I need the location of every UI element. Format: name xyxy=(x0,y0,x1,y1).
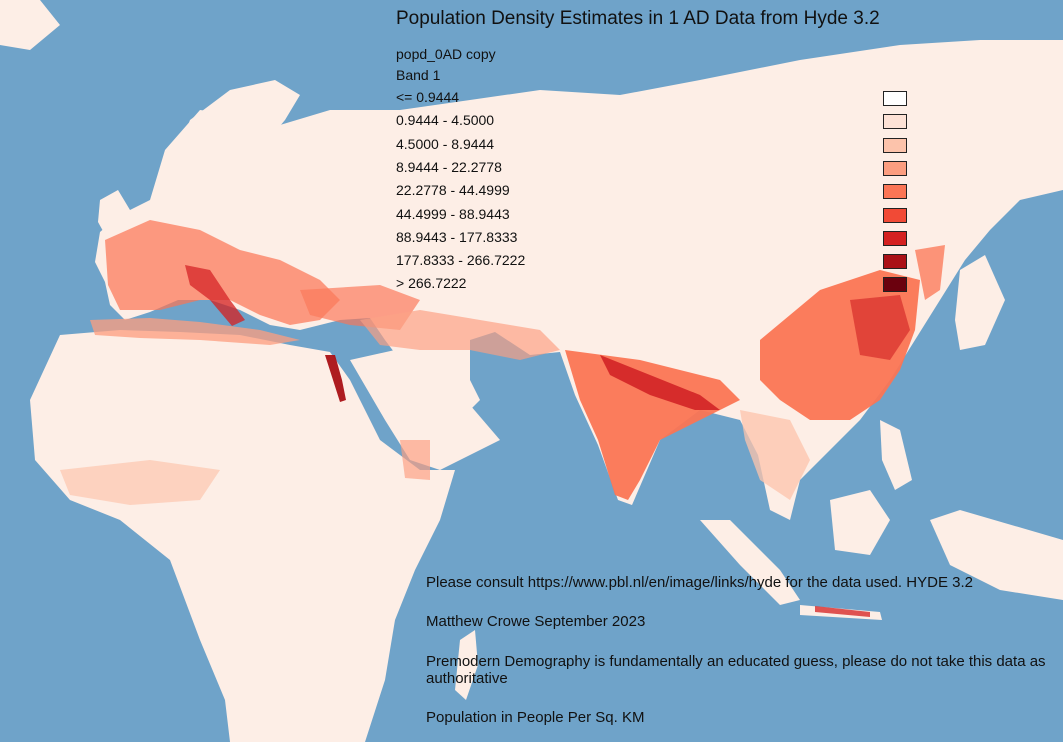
china-core xyxy=(850,295,910,360)
map-title: Population Density Estimates in 1 AD Dat… xyxy=(396,8,880,29)
legend-label: 177.8333 - 266.7222 xyxy=(396,252,526,269)
disclaimer-note: Premodern Demography is fundamentally an… xyxy=(426,653,1046,687)
legend-swatch xyxy=(883,91,907,106)
indian-subcontinent xyxy=(565,350,740,500)
java-density xyxy=(815,606,870,617)
legend-label: > 266.7222 xyxy=(396,275,467,292)
philippines xyxy=(880,420,912,490)
nile-valley xyxy=(325,355,346,402)
scandinavia xyxy=(175,80,300,205)
legend-swatch xyxy=(883,137,907,153)
borneo xyxy=(830,490,890,555)
arabia xyxy=(350,350,500,470)
legend-swatch xyxy=(883,114,907,130)
japan xyxy=(955,255,1005,350)
legend-swatch xyxy=(883,277,907,293)
korea-density xyxy=(915,245,945,300)
author-note: Matthew Crowe September 2023 xyxy=(426,613,646,630)
legend-label: 44.4999 - 88.9443 xyxy=(396,205,510,222)
band-label: Band 1 xyxy=(396,67,441,83)
greenland xyxy=(0,0,60,50)
mesopotamia-persia xyxy=(360,310,560,360)
legend-label: <= 0.9444 xyxy=(396,89,460,105)
europe-density xyxy=(105,220,340,325)
legend-label: 4.5000 - 8.9444 xyxy=(396,135,495,152)
legend-swatch xyxy=(883,207,907,223)
southeast-asia-density xyxy=(740,410,810,500)
mediterranean-north-africa xyxy=(90,318,300,345)
legend-label: 0.9444 - 4.5000 xyxy=(396,112,495,129)
west-africa-density xyxy=(60,460,220,505)
ganges-plain xyxy=(600,355,720,410)
madagascar xyxy=(455,630,478,700)
ethiopia-density xyxy=(400,440,430,480)
africa-landmass xyxy=(30,330,455,742)
sumatra xyxy=(700,520,800,605)
legend-swatch xyxy=(883,230,907,246)
british-isles xyxy=(98,190,130,240)
legend-swatch xyxy=(883,160,907,176)
density-overlays xyxy=(60,220,945,617)
source-note: Please consult https://www.pbl.nl/en/ima… xyxy=(426,574,973,591)
legend-swatch xyxy=(883,184,907,200)
legend-label: 22.2778 - 44.4999 xyxy=(396,182,510,199)
units-note: Population in People Per Sq. KM xyxy=(426,709,645,726)
sulawesi-newguinea xyxy=(930,510,1063,600)
legend-label: 8.9444 - 22.2778 xyxy=(396,158,502,175)
legend-swatch xyxy=(883,254,907,270)
legend-label: 88.9443 - 177.8333 xyxy=(396,228,518,245)
layer-name: popd_0AD copy xyxy=(396,46,496,62)
italy-density xyxy=(185,265,245,326)
